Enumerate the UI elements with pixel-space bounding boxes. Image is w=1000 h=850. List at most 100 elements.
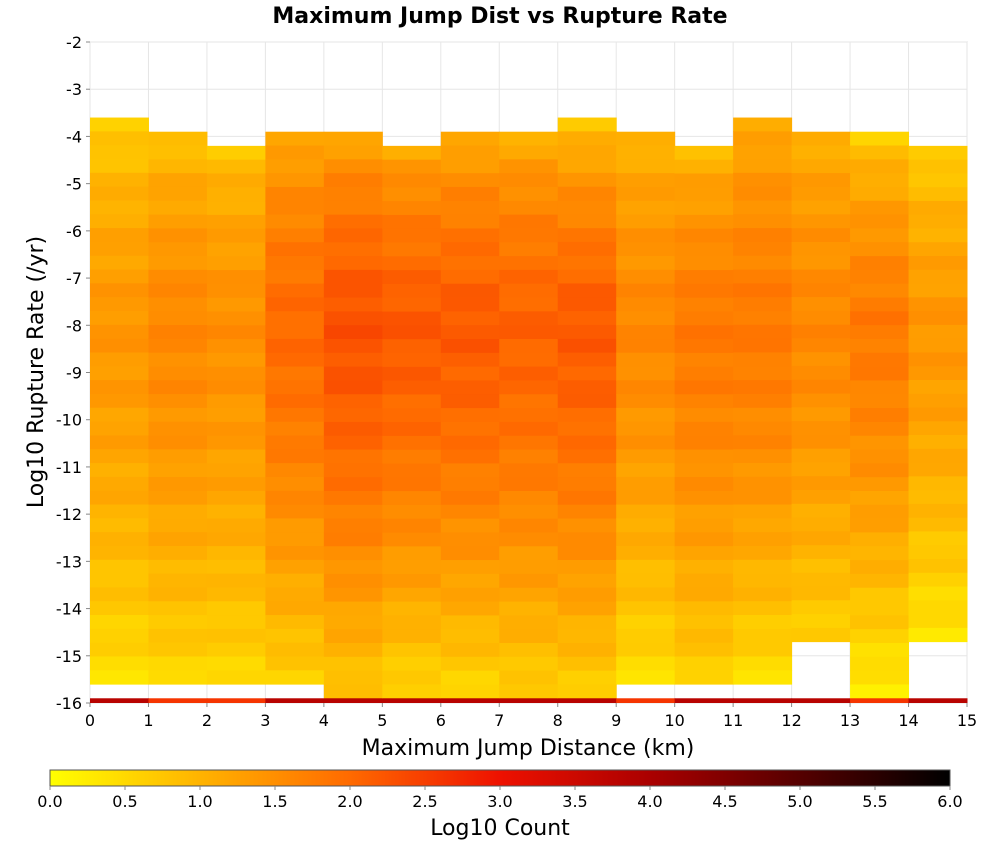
heatmap-cell (557, 228, 617, 243)
heatmap-cell (323, 587, 383, 603)
heatmap-cell (908, 269, 968, 285)
heatmap-cell (90, 476, 149, 492)
heatmap-cell (499, 186, 559, 202)
heatmap-cell (557, 186, 617, 202)
heatmap-cell (323, 504, 383, 520)
heatmap-cell (148, 200, 208, 216)
heatmap-cell (323, 573, 383, 589)
heatmap-cell (557, 214, 617, 229)
heatmap-cell (323, 421, 383, 437)
heatmap-cell (908, 600, 968, 615)
heatmap-cell (850, 643, 910, 658)
heatmap-cell (206, 642, 266, 658)
heatmap-cell (382, 504, 442, 520)
heatmap-cell (616, 407, 676, 423)
y-tick-label: -9 (66, 364, 82, 383)
heatmap-cell (148, 642, 208, 657)
heatmap-cell (791, 324, 851, 339)
heatmap-cell (440, 269, 500, 285)
heatmap-cell (616, 518, 676, 533)
heatmap-cell (908, 407, 968, 422)
heatmap-cell (206, 297, 266, 312)
heatmap-cell (791, 173, 851, 188)
heatmap-cell (206, 573, 266, 589)
y-tick-label: -7 (66, 269, 82, 288)
heatmap-cell (440, 435, 500, 451)
heatmap-cell (148, 587, 208, 602)
heatmap-cell (382, 270, 442, 285)
heatmap-cell (557, 532, 617, 547)
heatmap-cell (265, 587, 325, 602)
heatmap-cell (148, 352, 208, 367)
heatmap-cell (850, 214, 910, 229)
heatmap-cell (382, 145, 442, 161)
heatmap-cell (148, 573, 208, 588)
x-tick-label: 8 (553, 711, 563, 730)
heatmap-cell (206, 201, 266, 216)
heatmap-cell (557, 283, 617, 298)
heatmap-cell (206, 270, 266, 285)
heatmap-cell (90, 656, 149, 671)
x-axis-ticks: 0 1 2 3 4 5 6 7 8 9 10 11 12 13 14 15 (85, 703, 977, 730)
heatmap-cell (674, 532, 734, 547)
heatmap-cell (265, 435, 325, 450)
heatmap-cell (791, 448, 851, 463)
heatmap-cell (557, 670, 617, 685)
heatmap-cell (733, 504, 793, 519)
heatmap-cell (908, 572, 968, 588)
heatmap-cell (90, 573, 149, 588)
heatmap-cell (791, 600, 851, 615)
heatmap-cell (499, 490, 559, 506)
heatmap-cell (323, 394, 383, 409)
heatmap-cell (616, 670, 676, 685)
heatmap-cell (850, 532, 910, 547)
heatmap-cell (206, 546, 266, 561)
heatmap-cell (908, 614, 968, 629)
heatmap-cell (265, 214, 325, 229)
heatmap-cell (382, 518, 442, 534)
heatmap-cell (850, 560, 910, 575)
heatmap-cell (850, 463, 910, 478)
heatmap-cell (616, 532, 676, 547)
heatmap-cell (908, 214, 968, 229)
heatmap-cell (206, 490, 266, 506)
heatmap-cell (440, 587, 500, 603)
heatmap-cell (557, 421, 617, 437)
heatmap-cell (616, 173, 676, 188)
heatmap-cell (557, 394, 617, 409)
heatmap-cell (90, 380, 149, 395)
heatmap-cell (440, 380, 500, 395)
heatmap-cell (265, 159, 325, 174)
heatmap-cell (148, 546, 208, 561)
heatmap-cell (440, 490, 500, 506)
heatmap-cell (674, 642, 734, 658)
heatmap-cell (265, 311, 325, 326)
heatmap-cell (90, 463, 149, 478)
heatmap-cell (557, 380, 617, 395)
heatmap-cell (206, 325, 266, 340)
heatmap-cell (323, 463, 383, 478)
heatmap-cell (440, 242, 500, 257)
heatmap-cell (148, 615, 208, 630)
heatmap-cell (90, 518, 149, 533)
colorbar-tick-label: 1.0 (187, 792, 212, 811)
heatmap-cell (557, 684, 617, 699)
heatmap-cell (90, 297, 149, 312)
heatmap-cell (499, 504, 559, 520)
heatmap-cell (323, 684, 383, 699)
heatmap-cell (616, 269, 676, 285)
y-tick-label: -15 (56, 647, 82, 666)
heatmap-cell (148, 255, 208, 271)
heatmap-cell (616, 601, 676, 616)
colorbar-tick-label: 2.0 (337, 792, 362, 811)
heatmap-cell (323, 325, 383, 340)
heatmap-cell (850, 629, 910, 644)
heatmap-cell (499, 684, 559, 699)
heatmap-cell (265, 352, 325, 367)
heatmap-cell (908, 242, 968, 257)
heatmap-cell (265, 670, 325, 685)
heatmap-cell (382, 339, 442, 354)
heatmap-cell (499, 408, 559, 423)
heatmap-cell (557, 255, 617, 271)
heatmap-cell (616, 559, 676, 575)
